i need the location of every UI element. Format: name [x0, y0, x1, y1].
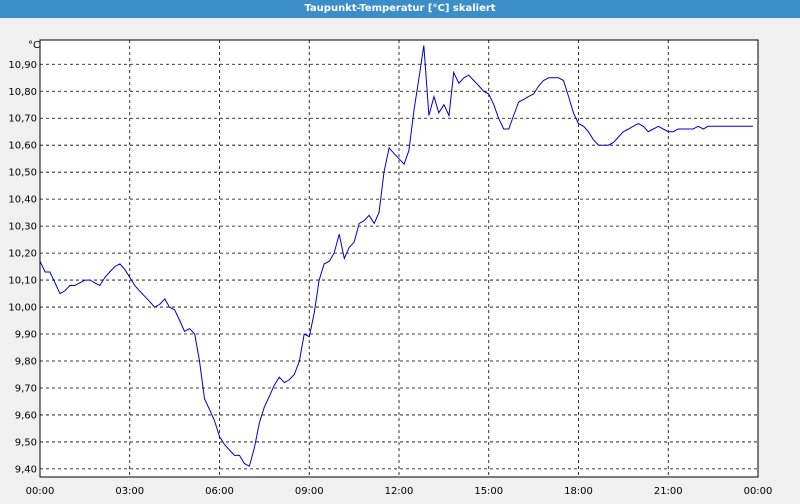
- y-tick-label: 9,60: [15, 410, 37, 421]
- y-tick-label: 10,40: [8, 195, 37, 206]
- y-tick-label: 9,90: [15, 330, 37, 341]
- y-tick-label: 10,60: [8, 141, 37, 152]
- line-chart: 9,40 9,50 9,60 9,70 9,80 9,90 10,00 10,10 10,20 1…: [8, 39, 773, 497]
- y-tick-label: 10,80: [8, 87, 37, 98]
- grid-lines: [40, 40, 758, 477]
- x-tick-time: 00:00: [26, 486, 55, 497]
- x-tick-time: 09:00: [295, 486, 324, 497]
- y-axis-ticks: 9,40 9,50 9,60 9,70 9,80 9,90 10,00 10,10 10,20 1…: [8, 60, 37, 476]
- y-tick-label: 10,90: [8, 60, 37, 71]
- x-tick-time: 06:00: [205, 486, 234, 497]
- y-tick-label: 10,10: [8, 276, 37, 287]
- y-tick-label: 9,70: [15, 383, 37, 394]
- y-tick-label: 10,50: [8, 168, 37, 179]
- y-tick-label: 10,20: [8, 249, 37, 260]
- x-tick-time: 18:00: [564, 486, 593, 497]
- chart-title: Taupunkt-Temperatur [°C] skaliert: [0, 0, 800, 18]
- x-tick-time: 12:00: [385, 486, 414, 497]
- x-tick-time: 00:00: [744, 486, 773, 497]
- y-tick-label: 9,50: [15, 437, 37, 448]
- y-tick-label: 10,70: [8, 114, 37, 125]
- series-line: [39, 45, 753, 467]
- y-tick-label: 10,30: [8, 222, 37, 233]
- y-tick-label: 9,80: [15, 357, 37, 368]
- x-tick-time: 15:00: [474, 486, 503, 497]
- chart-area: 9,40 9,50 9,60 9,70 9,80 9,90 10,00 10,10 10,20 1…: [0, 18, 800, 500]
- y-tick-label: 9,40: [15, 464, 37, 475]
- x-tick-time: 21:00: [654, 486, 683, 497]
- x-axis-ticks: 00:0017.10.1603:0017.10.1606:0017.10.160…: [26, 486, 773, 497]
- x-tick-time: 03:00: [115, 486, 144, 497]
- y-axis-label: °C: [28, 40, 40, 51]
- y-tick-label: 10,00: [8, 303, 37, 314]
